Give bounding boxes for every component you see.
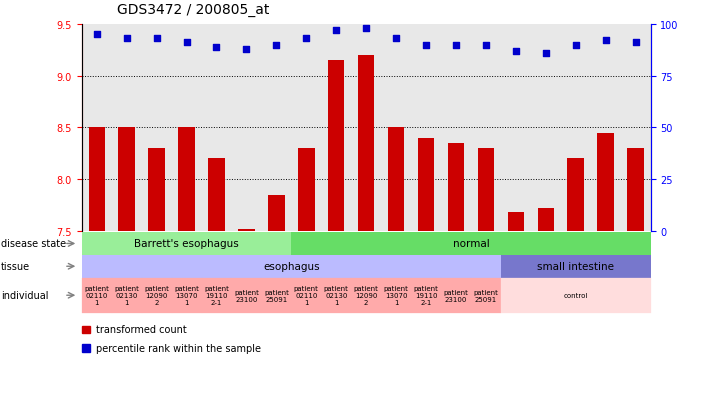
Text: patient
02130
1: patient 02130 1	[114, 285, 139, 306]
Bar	[328, 61, 344, 231]
Text: patient
19110
2-1: patient 19110 2-1	[204, 285, 229, 306]
Bar	[418, 138, 434, 231]
Point	[241, 46, 252, 53]
Text: small intestine: small intestine	[538, 261, 614, 272]
Text: percentile rank within the sample: percentile rank within the sample	[96, 343, 261, 353]
Text: patient
02110
1: patient 02110 1	[85, 285, 109, 306]
Bar	[508, 213, 524, 231]
Point	[450, 42, 461, 49]
Bar	[88, 128, 105, 231]
Bar	[149, 149, 165, 231]
Text: patient
12090
2: patient 12090 2	[144, 285, 169, 306]
Text: patient
23100: patient 23100	[234, 289, 259, 302]
Text: GDS3472 / 200805_at: GDS3472 / 200805_at	[117, 2, 269, 17]
Bar	[119, 128, 135, 231]
Bar	[358, 56, 375, 231]
Point	[271, 42, 282, 49]
Point	[570, 42, 582, 49]
Text: patient
02130
1: patient 02130 1	[324, 285, 348, 306]
Text: patient
02110
1: patient 02110 1	[294, 285, 319, 306]
Point	[360, 26, 372, 32]
Text: patient
23100: patient 23100	[444, 289, 469, 302]
Point	[121, 36, 132, 43]
Point	[390, 36, 402, 43]
Bar	[238, 229, 255, 231]
Point	[510, 48, 522, 55]
Text: patient
25091: patient 25091	[474, 289, 498, 302]
Bar	[178, 128, 195, 231]
Point	[301, 36, 312, 43]
Text: patient
25091: patient 25091	[264, 289, 289, 302]
Bar	[597, 133, 614, 231]
Bar	[478, 149, 494, 231]
Bar	[268, 195, 284, 231]
Text: patient
19110
2-1: patient 19110 2-1	[414, 285, 439, 306]
Text: control: control	[564, 292, 588, 299]
Bar	[567, 159, 584, 231]
Point	[480, 42, 491, 49]
Text: patient
13070
1: patient 13070 1	[384, 285, 409, 306]
Text: individual: individual	[1, 290, 48, 301]
Point	[600, 38, 611, 45]
Point	[540, 50, 552, 57]
Text: disease state: disease state	[1, 239, 66, 249]
Text: tissue: tissue	[1, 261, 30, 272]
Point	[210, 44, 222, 51]
Point	[91, 32, 102, 38]
Text: transformed count: transformed count	[96, 325, 187, 335]
Text: esophagus: esophagus	[263, 261, 320, 272]
Point	[331, 28, 342, 34]
Point	[151, 36, 162, 43]
Bar	[298, 149, 314, 231]
Text: patient
13070
1: patient 13070 1	[174, 285, 199, 306]
Point	[181, 40, 192, 47]
Point	[630, 40, 641, 47]
Text: Barrett's esophagus: Barrett's esophagus	[134, 239, 239, 249]
Bar	[388, 128, 405, 231]
Text: patient
12090
2: patient 12090 2	[354, 285, 378, 306]
Bar	[538, 209, 554, 231]
Bar	[627, 149, 644, 231]
Text: normal: normal	[453, 239, 489, 249]
Point	[420, 42, 432, 49]
Bar	[208, 159, 225, 231]
Bar	[448, 144, 464, 231]
